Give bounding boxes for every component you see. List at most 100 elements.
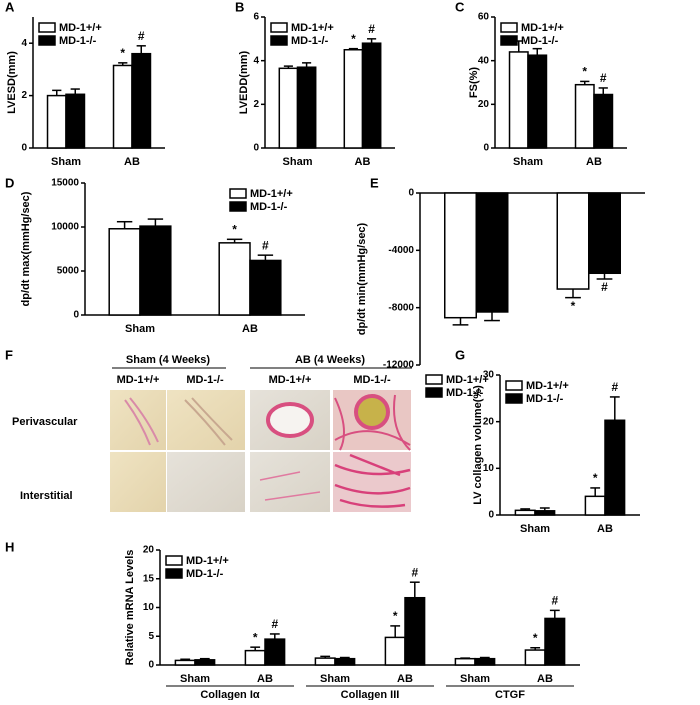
- bar: [46, 94, 67, 149]
- panel-letter: E: [370, 175, 379, 190]
- y-tick-label: 0: [73, 310, 79, 321]
- bar-chart: H Relative mRNA Levels 0 5 10 15 20 Sham AB * # Sha…: [5, 539, 580, 701]
- tissue-stain: [184, 397, 233, 446]
- y-tick-label: 5: [148, 631, 154, 642]
- y-tick-label: 10: [483, 463, 495, 474]
- panel-letter: C: [455, 0, 465, 14]
- micrograph: [333, 452, 411, 512]
- bar: [131, 52, 152, 149]
- bar: [249, 259, 282, 316]
- tissue-stain: [124, 397, 159, 446]
- significance-marker: #: [138, 29, 145, 43]
- y-tick-label: 60: [478, 12, 490, 23]
- bar-chart: C FS(%) 0 20 40 60 Sham AB * # MD-1+/+MD-1-/-: [455, 0, 627, 168]
- tissue-stain: [334, 453, 411, 508]
- significance-marker: *: [253, 630, 258, 644]
- y-tick-label: 15: [143, 573, 155, 584]
- bar: [444, 192, 477, 319]
- legend-label: MD-1+/+: [250, 188, 293, 200]
- y-tick-label: 10000: [51, 222, 79, 233]
- bar: [361, 42, 382, 149]
- legend-swatch: [165, 555, 183, 566]
- tissue-stain: [334, 394, 411, 451]
- bar: [112, 64, 133, 149]
- legend-label: MD-1-/-: [186, 568, 224, 580]
- legend-label: MD-1+/+: [186, 555, 229, 567]
- column-header: MD-1-/-: [353, 374, 391, 386]
- x-tick-label: AB: [586, 156, 602, 168]
- group-header: Sham (4 Weeks): [126, 354, 211, 366]
- bar: [514, 509, 536, 516]
- x-tick-label: Sham: [180, 673, 210, 685]
- significance-marker: *: [533, 631, 538, 645]
- bar: [139, 225, 172, 316]
- significance-marker: #: [611, 380, 618, 394]
- bar: [588, 192, 621, 275]
- significance-marker: #: [551, 594, 558, 608]
- bar: [544, 617, 566, 666]
- y-tick-label: 0: [488, 510, 494, 521]
- bar: [334, 657, 356, 666]
- micrograph: [110, 452, 166, 512]
- bar: [244, 649, 266, 666]
- bar: [174, 659, 196, 666]
- panel-letter: G: [455, 347, 465, 362]
- y-tick-label: 2: [253, 99, 259, 110]
- significance-marker: #: [600, 71, 607, 85]
- significance-marker: *: [232, 222, 237, 236]
- bar: [404, 596, 426, 666]
- y-tick-label: 2: [21, 90, 27, 101]
- y-axis-label: dp/dt max(mmHg/sec): [20, 191, 32, 306]
- vessel: [354, 394, 390, 430]
- bar: [108, 228, 141, 316]
- x-tick-label: Sham: [125, 323, 155, 335]
- y-tick-label: -8000: [388, 302, 414, 313]
- y-tick-label: 10: [143, 602, 155, 613]
- significance-marker: #: [271, 617, 278, 631]
- legend-label: MD-1-/-: [446, 387, 484, 399]
- panel-letter: H: [5, 539, 14, 554]
- y-tick-label: 30: [483, 370, 495, 381]
- significance-marker: *: [582, 65, 587, 79]
- bar: [65, 93, 86, 149]
- bar: [556, 192, 590, 290]
- bar: [384, 636, 406, 666]
- y-tick-label: 0: [21, 143, 27, 154]
- bar: [584, 495, 606, 516]
- x-tick-label: Sham: [460, 673, 490, 685]
- micrograph: [167, 452, 245, 512]
- x-tick-label: AB: [397, 673, 413, 685]
- y-tick-label: 0: [148, 660, 154, 671]
- histology-panel: F Sham (4 Weeks) AB (4 Weeks) MD-1+/+ MD…: [5, 347, 412, 512]
- x-tick-label: AB: [124, 156, 140, 168]
- bar: [454, 657, 476, 666]
- significance-marker: *: [593, 471, 598, 485]
- legend-swatch: [425, 387, 443, 398]
- y-tick-label: -4000: [388, 245, 414, 256]
- y-tick-label: 0: [253, 143, 259, 154]
- bar-chart: A LVESD(mm) 0 2 4 Sham AB * # MD-1+/+MD-1-/-: [5, 0, 165, 168]
- legend-label: MD-1-/-: [250, 201, 288, 213]
- significance-marker: *: [571, 299, 576, 313]
- y-tick-label: 20: [483, 416, 495, 427]
- significance-marker: #: [262, 238, 269, 252]
- x-tick-label: AB: [257, 673, 273, 685]
- bar: [524, 649, 546, 666]
- bar: [574, 83, 595, 149]
- legend-label: MD-1-/-: [291, 35, 329, 47]
- y-axis-label: LVEDD(mm): [238, 50, 250, 114]
- significance-marker: #: [411, 565, 418, 579]
- bar-chart: Edp/dt min(mmHg/sec)0-4000-8000-12000Sha…: [356, 175, 645, 399]
- x-tick-label: Sham: [320, 673, 350, 685]
- group-label: Collagen Iα: [200, 689, 260, 700]
- significance-marker: *: [120, 46, 125, 60]
- significance-marker: #: [601, 280, 608, 294]
- y-axis-label: Relative mRNA Levels: [124, 550, 136, 666]
- x-tick-label: AB: [597, 523, 613, 535]
- legend-label: MD-1+/+: [291, 22, 334, 34]
- y-tick-label: 0: [483, 143, 489, 154]
- bar: [194, 659, 216, 666]
- bar-chart: B LVEDD(mm) 0 2 4 6 Sham AB * # MD-1+/+MD-1-/-: [235, 0, 395, 168]
- micrograph: [167, 390, 245, 450]
- significance-marker: *: [393, 609, 398, 623]
